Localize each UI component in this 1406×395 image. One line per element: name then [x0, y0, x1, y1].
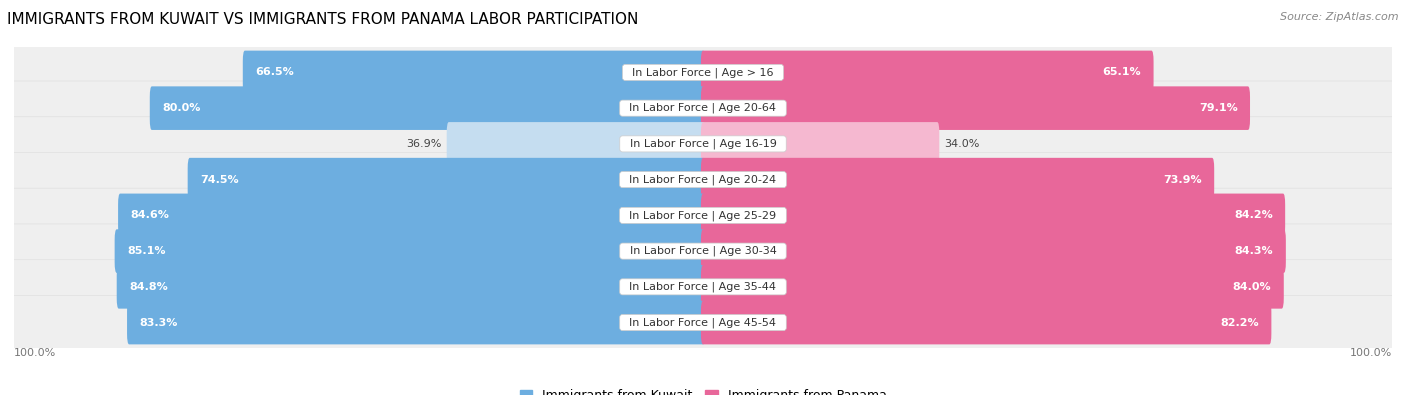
- Text: 83.3%: 83.3%: [139, 318, 177, 327]
- FancyBboxPatch shape: [187, 158, 704, 201]
- Text: 85.1%: 85.1%: [127, 246, 166, 256]
- FancyBboxPatch shape: [150, 87, 704, 130]
- Text: 65.1%: 65.1%: [1102, 68, 1142, 77]
- FancyBboxPatch shape: [702, 265, 1284, 308]
- Text: In Labor Force | Age 45-54: In Labor Force | Age 45-54: [623, 317, 783, 328]
- FancyBboxPatch shape: [702, 301, 1271, 344]
- Text: 79.1%: 79.1%: [1199, 103, 1237, 113]
- FancyBboxPatch shape: [702, 158, 1215, 201]
- Text: 74.5%: 74.5%: [200, 175, 239, 184]
- FancyBboxPatch shape: [11, 260, 1395, 314]
- Text: In Labor Force | Age 16-19: In Labor Force | Age 16-19: [623, 139, 783, 149]
- Text: 84.3%: 84.3%: [1234, 246, 1274, 256]
- Text: 84.8%: 84.8%: [129, 282, 167, 292]
- FancyBboxPatch shape: [702, 122, 939, 166]
- Text: 84.0%: 84.0%: [1233, 282, 1271, 292]
- FancyBboxPatch shape: [115, 229, 704, 273]
- FancyBboxPatch shape: [11, 117, 1395, 171]
- Text: 34.0%: 34.0%: [945, 139, 980, 149]
- FancyBboxPatch shape: [11, 81, 1395, 135]
- Text: 66.5%: 66.5%: [254, 68, 294, 77]
- Text: In Labor Force | Age 30-34: In Labor Force | Age 30-34: [623, 246, 783, 256]
- FancyBboxPatch shape: [11, 295, 1395, 350]
- FancyBboxPatch shape: [702, 87, 1250, 130]
- FancyBboxPatch shape: [447, 122, 704, 166]
- FancyBboxPatch shape: [11, 45, 1395, 100]
- Text: In Labor Force | Age 20-64: In Labor Force | Age 20-64: [623, 103, 783, 113]
- FancyBboxPatch shape: [117, 265, 704, 308]
- Text: In Labor Force | Age > 16: In Labor Force | Age > 16: [626, 67, 780, 78]
- Text: IMMIGRANTS FROM KUWAIT VS IMMIGRANTS FROM PANAMA LABOR PARTICIPATION: IMMIGRANTS FROM KUWAIT VS IMMIGRANTS FRO…: [7, 12, 638, 27]
- Text: 100.0%: 100.0%: [14, 348, 56, 357]
- FancyBboxPatch shape: [118, 194, 704, 237]
- Text: In Labor Force | Age 35-44: In Labor Force | Age 35-44: [623, 282, 783, 292]
- FancyBboxPatch shape: [702, 51, 1153, 94]
- Text: 84.2%: 84.2%: [1234, 211, 1272, 220]
- Text: 73.9%: 73.9%: [1163, 175, 1202, 184]
- Text: 100.0%: 100.0%: [1350, 348, 1392, 357]
- FancyBboxPatch shape: [127, 301, 704, 344]
- Legend: Immigrants from Kuwait, Immigrants from Panama: Immigrants from Kuwait, Immigrants from …: [515, 384, 891, 395]
- FancyBboxPatch shape: [11, 188, 1395, 243]
- FancyBboxPatch shape: [702, 194, 1285, 237]
- FancyBboxPatch shape: [243, 51, 704, 94]
- FancyBboxPatch shape: [702, 229, 1286, 273]
- Text: Source: ZipAtlas.com: Source: ZipAtlas.com: [1281, 12, 1399, 22]
- Text: In Labor Force | Age 20-24: In Labor Force | Age 20-24: [623, 174, 783, 185]
- Text: 82.2%: 82.2%: [1220, 318, 1258, 327]
- FancyBboxPatch shape: [11, 152, 1395, 207]
- Text: 36.9%: 36.9%: [406, 139, 441, 149]
- Text: In Labor Force | Age 25-29: In Labor Force | Age 25-29: [623, 210, 783, 221]
- Text: 84.6%: 84.6%: [131, 211, 169, 220]
- Text: 80.0%: 80.0%: [162, 103, 201, 113]
- FancyBboxPatch shape: [11, 224, 1395, 278]
